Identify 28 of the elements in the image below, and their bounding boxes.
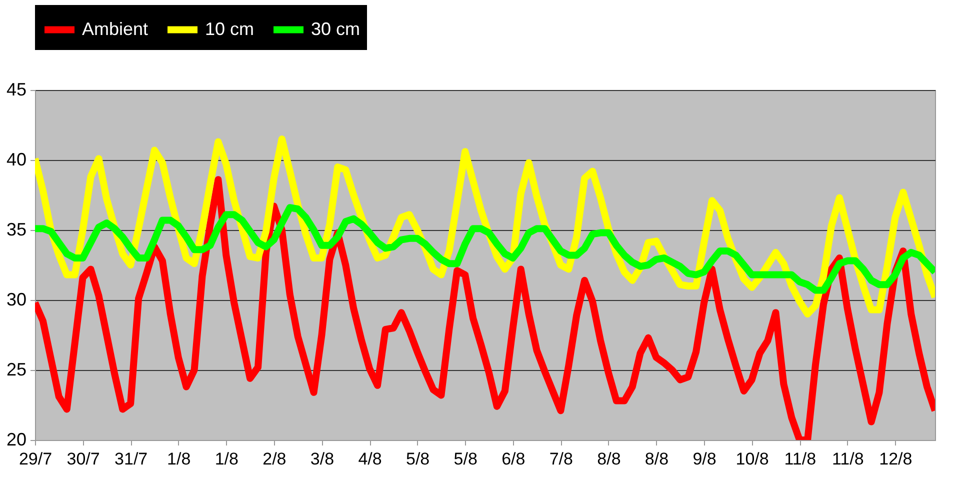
y-tick-label: 20 xyxy=(6,430,26,450)
y-tick-label: 40 xyxy=(6,150,26,170)
x-tick-label: 7/8 xyxy=(549,450,573,468)
x-tick-label: 30/7 xyxy=(66,450,100,468)
legend-label: 30 cm xyxy=(311,18,360,39)
legend-label: 10 cm xyxy=(205,18,254,39)
x-tick-label: 4/8 xyxy=(358,450,382,468)
x-tick-label: 8/8 xyxy=(597,450,621,468)
y-tick-label: 30 xyxy=(6,290,26,310)
y-tick-label: 35 xyxy=(6,220,26,240)
x-tick-label: 29/7 xyxy=(18,450,52,468)
x-tick-label: 2/8 xyxy=(262,450,286,468)
x-tick-label: 11/8 xyxy=(784,450,816,468)
x-tick-label: 1/8 xyxy=(167,450,191,468)
x-tick-label: 5/8 xyxy=(406,450,430,468)
x-tick-label: 5/8 xyxy=(454,450,478,468)
x-tick-label: 3/8 xyxy=(310,450,334,468)
y-tick-label: 25 xyxy=(6,360,26,380)
x-tick-label: 11/8 xyxy=(832,450,864,468)
x-tick-label: 1/8 xyxy=(214,450,238,468)
x-tick-label: 9/8 xyxy=(692,450,716,468)
x-tick-label: 12/8 xyxy=(879,450,912,468)
y-tick-label: 45 xyxy=(6,80,26,100)
x-tick-label: 6/8 xyxy=(502,450,526,468)
legend-label: Ambient xyxy=(82,18,148,39)
x-tick-label: 8/8 xyxy=(644,450,669,468)
x-tick-label: 10/8 xyxy=(736,450,769,468)
x-tick-label: 31/7 xyxy=(114,450,148,468)
